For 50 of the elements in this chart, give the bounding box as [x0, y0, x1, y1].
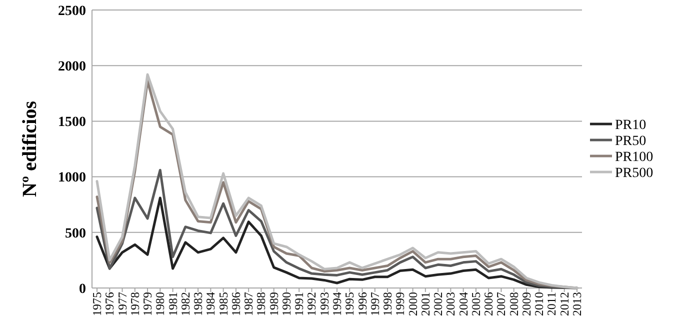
x-tick-label: 2004 [456, 292, 470, 316]
y-tick-label: 2000 [58, 60, 86, 74]
x-tick-label: 2005 [468, 292, 483, 316]
x-tick-label: 1978 [128, 292, 142, 316]
y-tick-label: 1500 [58, 115, 86, 130]
x-tick-label: 2000 [406, 292, 420, 316]
x-tick-label: 1991 [292, 292, 306, 316]
x-tick-label: 1987 [242, 292, 256, 316]
x-tick-label: 1986 [228, 292, 243, 316]
x-tick-label: 1977 [115, 292, 130, 316]
x-tick-label: 1983 [191, 292, 206, 316]
x-tick-label: 2010 [532, 292, 546, 316]
x-tick-label: 1975 [90, 292, 104, 316]
x-tick-label: 1988 [254, 292, 268, 316]
x-tick-label: 1994 [330, 292, 344, 316]
x-tick-label: 2008 [506, 292, 521, 316]
x-tick-label: 2003 [444, 292, 458, 316]
y-tick-label: 500 [65, 226, 86, 242]
x-tick-label: 2009 [519, 292, 534, 316]
x-tick-label: 2001 [418, 292, 432, 316]
x-tick-label: 1976 [102, 292, 117, 316]
legend-label: PR500 [615, 166, 654, 181]
x-tick-label: 1992 [304, 292, 319, 316]
x-tick-label: 1999 [393, 292, 408, 316]
x-tick-label: 1997 [368, 292, 382, 316]
x-tick-label: 2006 [482, 292, 496, 316]
x-tick-label: 1981 [166, 292, 180, 316]
x-tick-label: 1995 [342, 292, 357, 316]
legend-label: PR50 [615, 134, 646, 149]
x-tick-label: 1985 [216, 292, 230, 316]
legend-label: PR100 [615, 150, 654, 165]
x-tick-label: 2007 [494, 292, 508, 316]
legend-label: PR10 [615, 118, 646, 133]
x-tick-label: 2013 [570, 292, 584, 316]
x-tick-label: 2011 [544, 292, 559, 316]
y-tick-label: 2500 [58, 4, 86, 19]
x-tick-label: 2012 [557, 292, 572, 316]
x-tick-label: 1993 [317, 292, 332, 316]
x-tick-label: 2002 [431, 292, 446, 316]
x-tick-label: 1990 [279, 292, 294, 316]
x-tick-label: 1979 [140, 292, 155, 316]
x-tick-label: 1989 [266, 292, 281, 316]
y-tick-label: 1000 [58, 170, 86, 186]
x-tick-label: 1982 [178, 292, 192, 316]
y-tick-label: 0 [79, 282, 86, 297]
x-tick-label: 1980 [153, 292, 168, 316]
x-tick-label: 1996 [355, 292, 370, 316]
y-axis-title: Nº edificios [19, 100, 41, 198]
x-tick-label: 1984 [204, 292, 218, 316]
x-tick-label: 1998 [380, 292, 395, 316]
